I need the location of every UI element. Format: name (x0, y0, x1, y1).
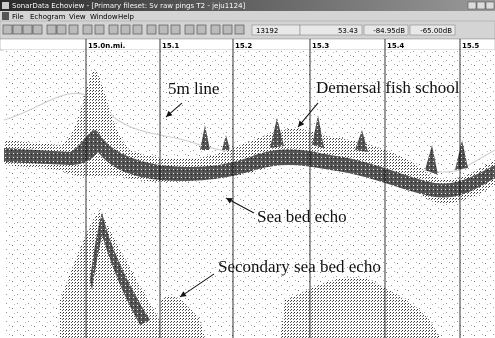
toolbar-button[interactable] (33, 25, 42, 34)
menu-item[interactable]: File (12, 13, 24, 21)
ruler-label: 15.5 (462, 42, 479, 50)
annotation-label: Secondary sea bed echo (218, 257, 381, 276)
app-icon (2, 2, 9, 9)
close-button[interactable] (486, 2, 494, 9)
toolbar-button[interactable] (57, 25, 66, 34)
toolbar-button[interactable] (47, 25, 56, 34)
annotation-label: Sea bed echo (257, 207, 347, 226)
toolbar-button[interactable] (83, 25, 92, 34)
toolbar-button[interactable] (133, 25, 142, 34)
echoview-window: SonarData Echoview - [Primary fileset: S… (0, 0, 495, 338)
annotation-label: Demersal fish school (316, 78, 460, 97)
ruler-label: 15.2 (235, 42, 252, 50)
toolbar-button[interactable] (211, 25, 220, 34)
toolbar-button[interactable] (121, 25, 130, 34)
toolbar-button[interactable] (3, 25, 12, 34)
menu-item[interactable]: Help (118, 13, 135, 21)
window-title: SonarData Echoview - [Primary fileset: S… (12, 2, 246, 10)
menu-item[interactable]: Echogram (30, 13, 66, 21)
status-value: 13192 (256, 27, 278, 35)
status-value: 53.43 (338, 27, 358, 35)
toolbar-button[interactable] (197, 25, 206, 34)
toolbar-button[interactable] (235, 25, 244, 34)
toolbar-button[interactable] (95, 25, 104, 34)
toolbar-button[interactable] (171, 25, 180, 34)
annotation-label: 5m line (168, 79, 219, 98)
toolbar-button[interactable] (109, 25, 118, 34)
ruler-label: 15.3 (312, 42, 329, 50)
toolbar-button[interactable] (223, 25, 232, 34)
doc-icon (2, 12, 9, 20)
toolbar-button[interactable] (23, 25, 32, 34)
toolbar-button[interactable] (147, 25, 156, 34)
toolbar-button[interactable] (69, 25, 78, 34)
toolbar-button[interactable] (159, 25, 168, 34)
menu-item[interactable]: Window (90, 13, 118, 21)
ruler-label: 15.0n.mi. (88, 42, 125, 50)
maximize-button[interactable] (477, 2, 485, 9)
menu-item[interactable]: View (69, 13, 86, 21)
toolbar-button[interactable] (13, 25, 22, 34)
window-controls[interactable] (468, 2, 494, 9)
status-value: -84.95dB (373, 27, 405, 35)
minimize-button[interactable] (468, 2, 476, 9)
ruler-label: 15.4 (387, 42, 404, 50)
status-value: -65.00dB (420, 27, 452, 35)
ruler-label: 15.1 (162, 42, 179, 50)
toolbar-button[interactable] (185, 25, 194, 34)
